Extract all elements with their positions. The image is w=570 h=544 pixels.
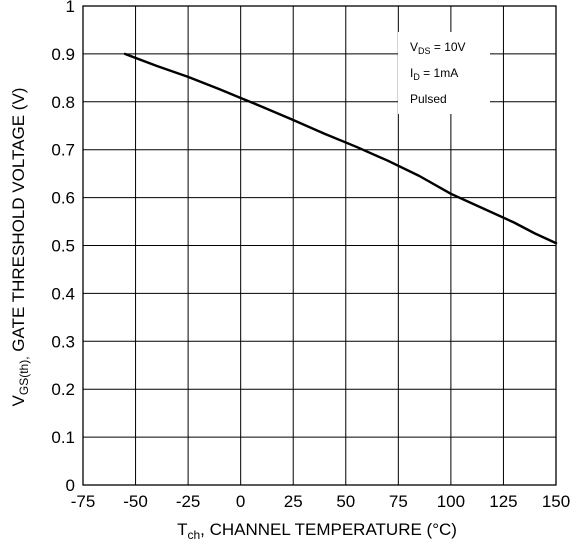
y-tick-label: 0 [66,476,75,495]
x-tick-label: 100 [437,492,465,511]
annotation-vds: VDS = 10V [410,40,466,56]
y-tick-label: 0.6 [51,189,75,208]
y-tick-label: 0.9 [51,45,75,64]
y-tick-label: 0.4 [51,284,75,303]
annotation: VDS = 10V ID = 1mA Pulsed [410,40,466,106]
x-tick-label: -50 [123,492,148,511]
y-tick-label: 0.7 [51,141,75,160]
x-tick-label: 125 [489,492,517,511]
y-tick-label: 0.2 [51,380,75,399]
threshold-voltage-curve [123,52,558,245]
y-tick-label: 0.3 [51,332,75,351]
x-tick-label: -25 [176,492,201,511]
y-tick-label: 0.8 [51,93,75,112]
y-tick-label: 0.5 [51,237,75,256]
tick-labels: -75 -50 -25 0 25 50 75 100 125 150 0 0.1 0.2 0.3 0.4 0.… [51,0,570,511]
y-tick-label: 0.1 [51,428,75,447]
annotation-pulsed: Pulsed [410,92,447,106]
plot-frame [82,5,557,486]
data-series [123,52,558,245]
annotation-id: ID = 1mA [410,66,458,82]
x-tick-label: 25 [284,492,303,511]
x-tick-label: 150 [542,492,570,511]
x-tick-label: 75 [389,492,408,511]
x-axis-title: Tch, CHANNEL TEMPERATURE (°C) [177,520,457,542]
y-tick-label: 1 [66,0,75,16]
x-tick-label: 0 [236,492,245,511]
x-tick-label: -75 [71,492,96,511]
y-axis-title: VGS(th), GATE THRESHOLD VOLTAGE (V) [9,88,31,407]
annotation-background [398,32,490,114]
x-tick-label: 50 [336,492,355,511]
